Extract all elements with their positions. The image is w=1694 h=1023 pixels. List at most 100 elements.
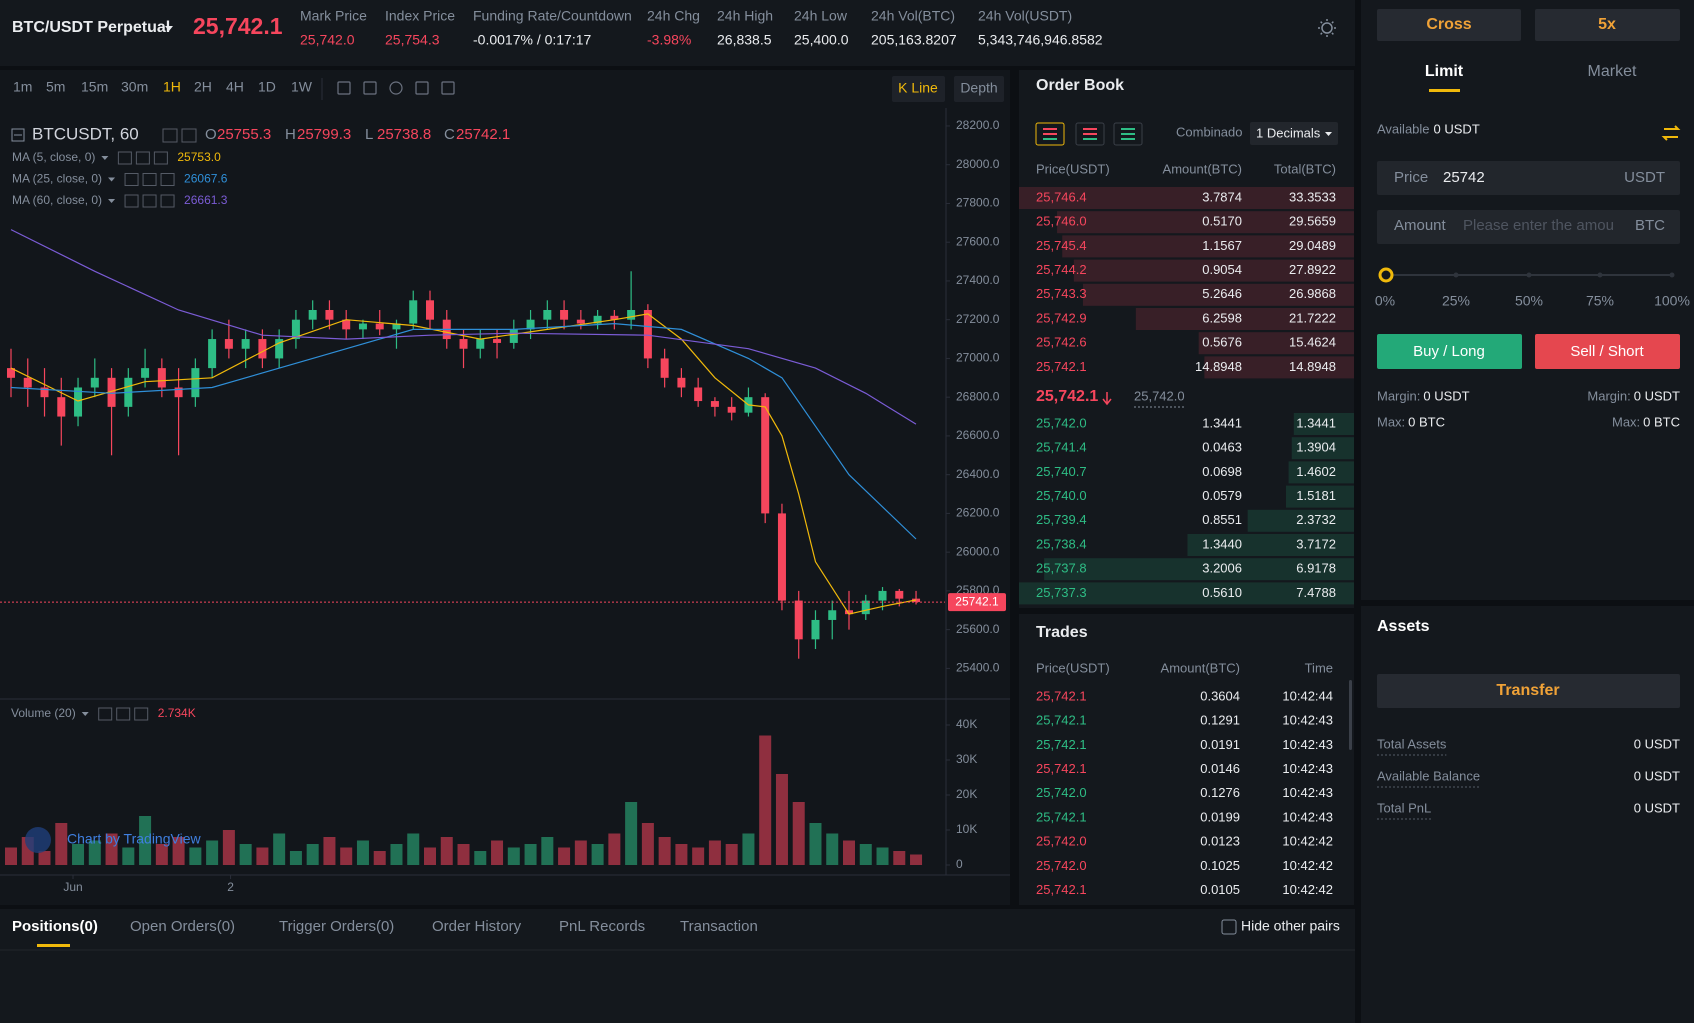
legend-icon[interactable] <box>134 707 149 721</box>
legend-icon[interactable] <box>124 173 139 186</box>
book-amount: 0.9054 <box>1202 262 1242 277</box>
last-price-tag <box>948 593 1006 612</box>
tool-icon[interactable] <box>415 81 429 95</box>
bottom-tab[interactable]: Trigger Orders(0) <box>279 918 394 935</box>
sell-button[interactable] <box>1535 334 1680 369</box>
decimals-select-label[interactable]: 1 Decimals <box>1256 125 1321 140</box>
bottom-tab[interactable]: Order History <box>432 918 522 935</box>
amount-input[interactable] <box>1377 210 1680 244</box>
interval-button[interactable]: 5m <box>46 79 65 95</box>
interval-button[interactable]: 1H <box>163 79 181 95</box>
leverage-button[interactable] <box>1535 9 1680 41</box>
bottom-tab[interactable]: Transaction <box>680 918 758 935</box>
tool-icon[interactable] <box>389 81 403 95</box>
order-type-tab[interactable]: Market <box>1588 63 1637 80</box>
view-button[interactable]: Depth <box>960 80 997 96</box>
slider-handle[interactable] <box>1378 267 1394 283</box>
symbol[interactable]: BTC/USDT Perpetual <box>12 19 170 36</box>
legend-icon[interactable] <box>160 194 175 208</box>
checkbox[interactable] <box>1221 919 1237 935</box>
volume-legend-name: Volume (20) <box>11 706 76 720</box>
button-label[interactable]: Buy / Long <box>1413 343 1485 360</box>
tool-icon[interactable] <box>337 81 351 95</box>
buy-button[interactable] <box>1377 334 1522 369</box>
candle-body <box>258 339 267 359</box>
candle-body <box>560 309 569 320</box>
bottom-tab[interactable]: Open Orders(0) <box>130 918 235 935</box>
book-amount: 0.0463 <box>1202 440 1242 455</box>
input-value: 25742 <box>1443 169 1485 186</box>
slider-mark: 100% <box>1654 293 1690 309</box>
book-total: 6.9178 <box>1296 561 1336 576</box>
legend-icon[interactable] <box>117 151 132 165</box>
legend-icon[interactable] <box>153 151 168 165</box>
interval-button[interactable]: 2H <box>194 79 212 95</box>
depth-button[interactable] <box>954 76 1004 102</box>
book-total: 29.0489 <box>1289 238 1336 253</box>
book-view-button[interactable] <box>1075 122 1105 146</box>
stat-label: 24h Chg <box>647 8 700 24</box>
legend-icon[interactable] <box>135 151 150 165</box>
button-label[interactable]: Sell / Short <box>1570 343 1644 360</box>
button-label[interactable]: Transfer <box>1496 682 1559 699</box>
volume-bar <box>105 833 118 865</box>
down-arrow <box>1102 392 1112 406</box>
order-book-panel <box>1019 70 1354 608</box>
interval-button[interactable]: 30m <box>121 79 148 95</box>
volume-bar <box>189 847 202 865</box>
trade-amount: 0.3604 <box>1200 688 1240 703</box>
legend-icon[interactable] <box>116 707 131 721</box>
ma-legend-name: MA (60, close, 0) <box>12 193 102 207</box>
theme-toggle[interactable] <box>1321 22 1333 34</box>
ma-legend-name: MA (5, close, 0) <box>12 150 95 164</box>
swap-icon[interactable] <box>1661 125 1681 141</box>
book-view-button[interactable] <box>1035 122 1065 146</box>
margin-mode-button[interactable] <box>1377 9 1521 41</box>
info-value: 0 BTC <box>1408 414 1445 429</box>
depth-bar <box>1019 187 1354 209</box>
collapse-icon[interactable] <box>11 128 25 142</box>
volume-bar <box>608 833 621 865</box>
candle-body <box>895 590 904 599</box>
view-button[interactable]: K Line <box>898 80 938 96</box>
transfer-button[interactable] <box>1377 674 1680 708</box>
interval-button[interactable]: 1W <box>291 79 313 95</box>
tool-icon[interactable] <box>441 81 455 95</box>
price-input[interactable] <box>1377 161 1680 195</box>
candle-body <box>40 387 49 398</box>
book-view-button[interactable] <box>1113 122 1143 146</box>
interval-button[interactable]: 4H <box>226 79 244 95</box>
volume-bar <box>356 840 369 865</box>
slider-mark: 0% <box>1375 293 1395 309</box>
candle-body <box>694 387 703 402</box>
volume-bar <box>273 833 286 865</box>
interval-button[interactable]: 15m <box>81 79 108 95</box>
legend-icon[interactable] <box>124 194 139 208</box>
ohlc-value: 25799.3 <box>297 126 351 143</box>
interval-button[interactable]: 1m <box>13 79 32 95</box>
legend-icon[interactable] <box>162 128 178 143</box>
decimals-select[interactable] <box>1250 122 1338 145</box>
button-label[interactable]: 5x <box>1598 16 1616 33</box>
tool-icon[interactable] <box>363 81 377 95</box>
legend-icon[interactable] <box>142 194 157 208</box>
candle-body <box>660 358 669 378</box>
order-type-tab[interactable]: Limit <box>1425 63 1464 80</box>
volume-bar <box>591 844 604 865</box>
interval-button[interactable]: 1D <box>258 79 276 95</box>
legend-icon[interactable] <box>181 128 197 143</box>
legend-icon[interactable] <box>160 173 175 186</box>
stat-label: Funding Rate/Countdown <box>473 8 632 24</box>
candle-body <box>861 600 870 615</box>
bottom-tab[interactable]: PnL Records <box>559 918 645 935</box>
info-value: 0 BTC <box>1643 414 1680 429</box>
kline-button[interactable] <box>892 76 945 102</box>
legend-icon[interactable] <box>98 707 113 721</box>
candle-body <box>7 368 15 378</box>
legend-icon[interactable] <box>142 173 157 186</box>
button-label[interactable]: Cross <box>1426 16 1471 33</box>
book-amount: 1.3440 <box>1202 536 1242 551</box>
candle-body <box>107 377 116 407</box>
order-form-panel <box>1361 0 1694 600</box>
bottom-tab[interactable]: Positions(0) <box>12 918 98 935</box>
